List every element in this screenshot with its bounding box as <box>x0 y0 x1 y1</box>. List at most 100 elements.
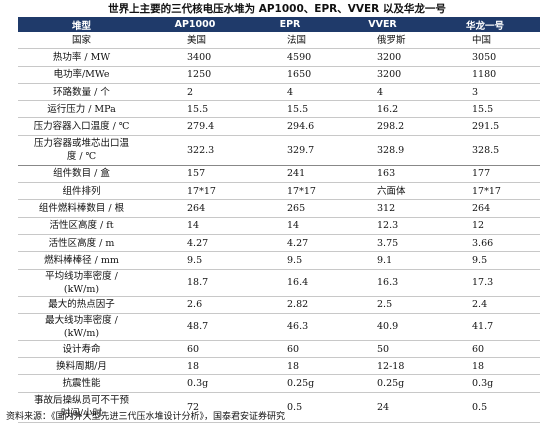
cell-value: 279.4 <box>145 117 245 136</box>
cell-value: 17*17 <box>145 182 245 201</box>
cell-value: 328.5 <box>430 135 540 166</box>
cell-value: 17*17 <box>245 182 335 201</box>
table-body: 国家 美国 法国 俄罗斯 中国 热功率 / MW 3400 4590 3200 3050 电功率/M… <box>18 32 540 423</box>
row-label: 运行压力 / MPa <box>18 100 145 119</box>
cell-value: 0.5 <box>430 392 540 423</box>
table-row: 组件燃料棒数目 / 根 264 265 312 264 <box>18 199 540 218</box>
cell-value: 六面体 <box>335 182 430 201</box>
cell-value: 15.5 <box>245 100 335 119</box>
table-row: 抗震性能 0.3g 0.25g 0.25g 0.3g <box>18 374 540 393</box>
cell-value: 40.9 <box>335 313 430 341</box>
row-label: 活性区高度 / m <box>18 234 145 253</box>
header-row: 堆型 AP1000 EPR VVER 华龙一号 <box>18 17 540 32</box>
cell-value: 4.27 <box>245 234 335 253</box>
cell-value: 2.6 <box>145 296 245 314</box>
header-cell: EPR <box>245 17 335 32</box>
cell-value: 3050 <box>430 48 540 67</box>
cell-value: 美国 <box>145 32 245 50</box>
table-row: 平均线功率密度 / (kW/m) 18.7 16.4 16.3 17.3 <box>18 269 540 297</box>
row-label: 环路数量 / 个 <box>18 83 145 102</box>
cell-value: 12 <box>430 217 540 235</box>
table-row: 热功率 / MW 3400 4590 3200 3050 <box>18 48 540 67</box>
cell-value: 4 <box>335 83 430 102</box>
row-label: 国家 <box>18 32 145 50</box>
table-row: 电功率/MWe 1250 1650 3200 1180 <box>18 66 540 84</box>
cell-value: 16.2 <box>335 100 430 119</box>
cell-value: 60 <box>245 340 335 359</box>
cell-value: 298.2 <box>335 117 430 136</box>
row-label: 最大线功率密度 / (kW/m) <box>18 313 145 341</box>
cell-value: 0.25g <box>335 374 430 393</box>
cell-value: 1650 <box>245 66 335 84</box>
cell-value: 9.5 <box>245 251 335 270</box>
cell-value: 14 <box>145 217 245 235</box>
source-note: 资料来源：《国内外大型先进三代压水堆设计分析》，国泰君安证券研究 <box>6 412 286 422</box>
cell-value: 15.5 <box>430 100 540 119</box>
cell-value: 12-18 <box>335 357 430 376</box>
cell-value: 3400 <box>145 48 245 67</box>
cell-value: 24 <box>335 392 430 423</box>
cell-value: 16.3 <box>335 269 430 297</box>
table-row: 换料周期/月 18 18 12-18 18 <box>18 357 540 376</box>
cell-value: 312 <box>335 199 430 218</box>
cell-value: 60 <box>430 340 540 359</box>
header-cell: 华龙一号 <box>430 17 540 32</box>
row-label: 事故后操纵员可不干预时间/小时 <box>18 392 145 423</box>
cell-value: 法国 <box>245 32 335 50</box>
row-label: 组件燃料棒数目 / 根 <box>18 199 145 218</box>
cell-value: 163 <box>335 165 430 184</box>
cell-value: 3.75 <box>335 234 430 253</box>
cell-value: 291.5 <box>430 117 540 136</box>
cell-value: 16.4 <box>245 269 335 297</box>
cell-value: 157 <box>145 165 245 184</box>
cell-value: 60 <box>145 340 245 359</box>
cell-value: 241 <box>245 165 335 184</box>
cell-value: 0.3g <box>145 374 245 393</box>
row-label: 压力容器入口温度 / ℃ <box>18 117 145 136</box>
row-label: 组件数目 / 盒 <box>18 165 145 184</box>
table-row: 活性区高度 / ft 14 14 12.3 12 <box>18 217 540 235</box>
table-row: 压力容器或堆芯出口温度 / ℃ 322.3 329.7 328.9 328.5 <box>18 135 540 166</box>
table-title: 世界上主要的三代核电压水堆为 AP1000、EPR、VVER 以及华龙一号 <box>108 3 446 15</box>
cell-value: 0.25g <box>245 374 335 393</box>
cell-value: 4590 <box>245 48 335 67</box>
cell-value: 14 <box>245 217 335 235</box>
table-row: 最大的热点因子 2.6 2.82 2.5 2.4 <box>18 296 540 314</box>
row-label: 换料周期/月 <box>18 357 145 376</box>
cell-value: 294.6 <box>245 117 335 136</box>
table-row: 组件数目 / 盒 157 241 163 177 <box>18 165 540 184</box>
cell-value: 17*17 <box>430 182 540 201</box>
cell-value: 50 <box>335 340 430 359</box>
table-row: 活性区高度 / m 4.27 4.27 3.75 3.66 <box>18 234 540 253</box>
spec-table: 堆型 AP1000 EPR VVER 华龙一号 国家 美国 法国 俄罗斯 中国 热功率 / MW 3… <box>18 17 540 423</box>
row-label: 燃料棒棒径 / mm <box>18 251 145 270</box>
cell-value: 9.1 <box>335 251 430 270</box>
cell-value: 264 <box>145 199 245 218</box>
cell-value: 12.3 <box>335 217 430 235</box>
cell-value: 2 <box>145 83 245 102</box>
row-label: 组件排列 <box>18 182 145 201</box>
cell-value: 3.66 <box>430 234 540 253</box>
cell-value: 3200 <box>335 48 430 67</box>
cell-value: 264 <box>430 199 540 218</box>
row-label: 平均线功率密度 / (kW/m) <box>18 269 145 297</box>
row-label: 热功率 / MW <box>18 48 145 67</box>
cell-value: 18 <box>245 357 335 376</box>
cell-value: 48.7 <box>145 313 245 341</box>
cell-value: 2.5 <box>335 296 430 314</box>
cell-value: 4 <box>245 83 335 102</box>
cell-value: 265 <box>245 199 335 218</box>
cell-value: 322.3 <box>145 135 245 166</box>
table-row: 最大线功率密度 / (kW/m) 48.7 46.3 40.9 41.7 <box>18 313 540 341</box>
cell-value: 9.5 <box>430 251 540 270</box>
table-row: 组件排列 17*17 17*17 六面体 17*17 <box>18 182 540 201</box>
cell-value: 46.3 <box>245 313 335 341</box>
header-cell: AP1000 <box>145 17 245 32</box>
cell-value: 1180 <box>430 66 540 84</box>
cell-value: 41.7 <box>430 313 540 341</box>
cell-value: 1250 <box>145 66 245 84</box>
header-cell: 堆型 <box>18 17 145 32</box>
table-row: 国家 美国 法国 俄罗斯 中国 <box>18 32 540 50</box>
